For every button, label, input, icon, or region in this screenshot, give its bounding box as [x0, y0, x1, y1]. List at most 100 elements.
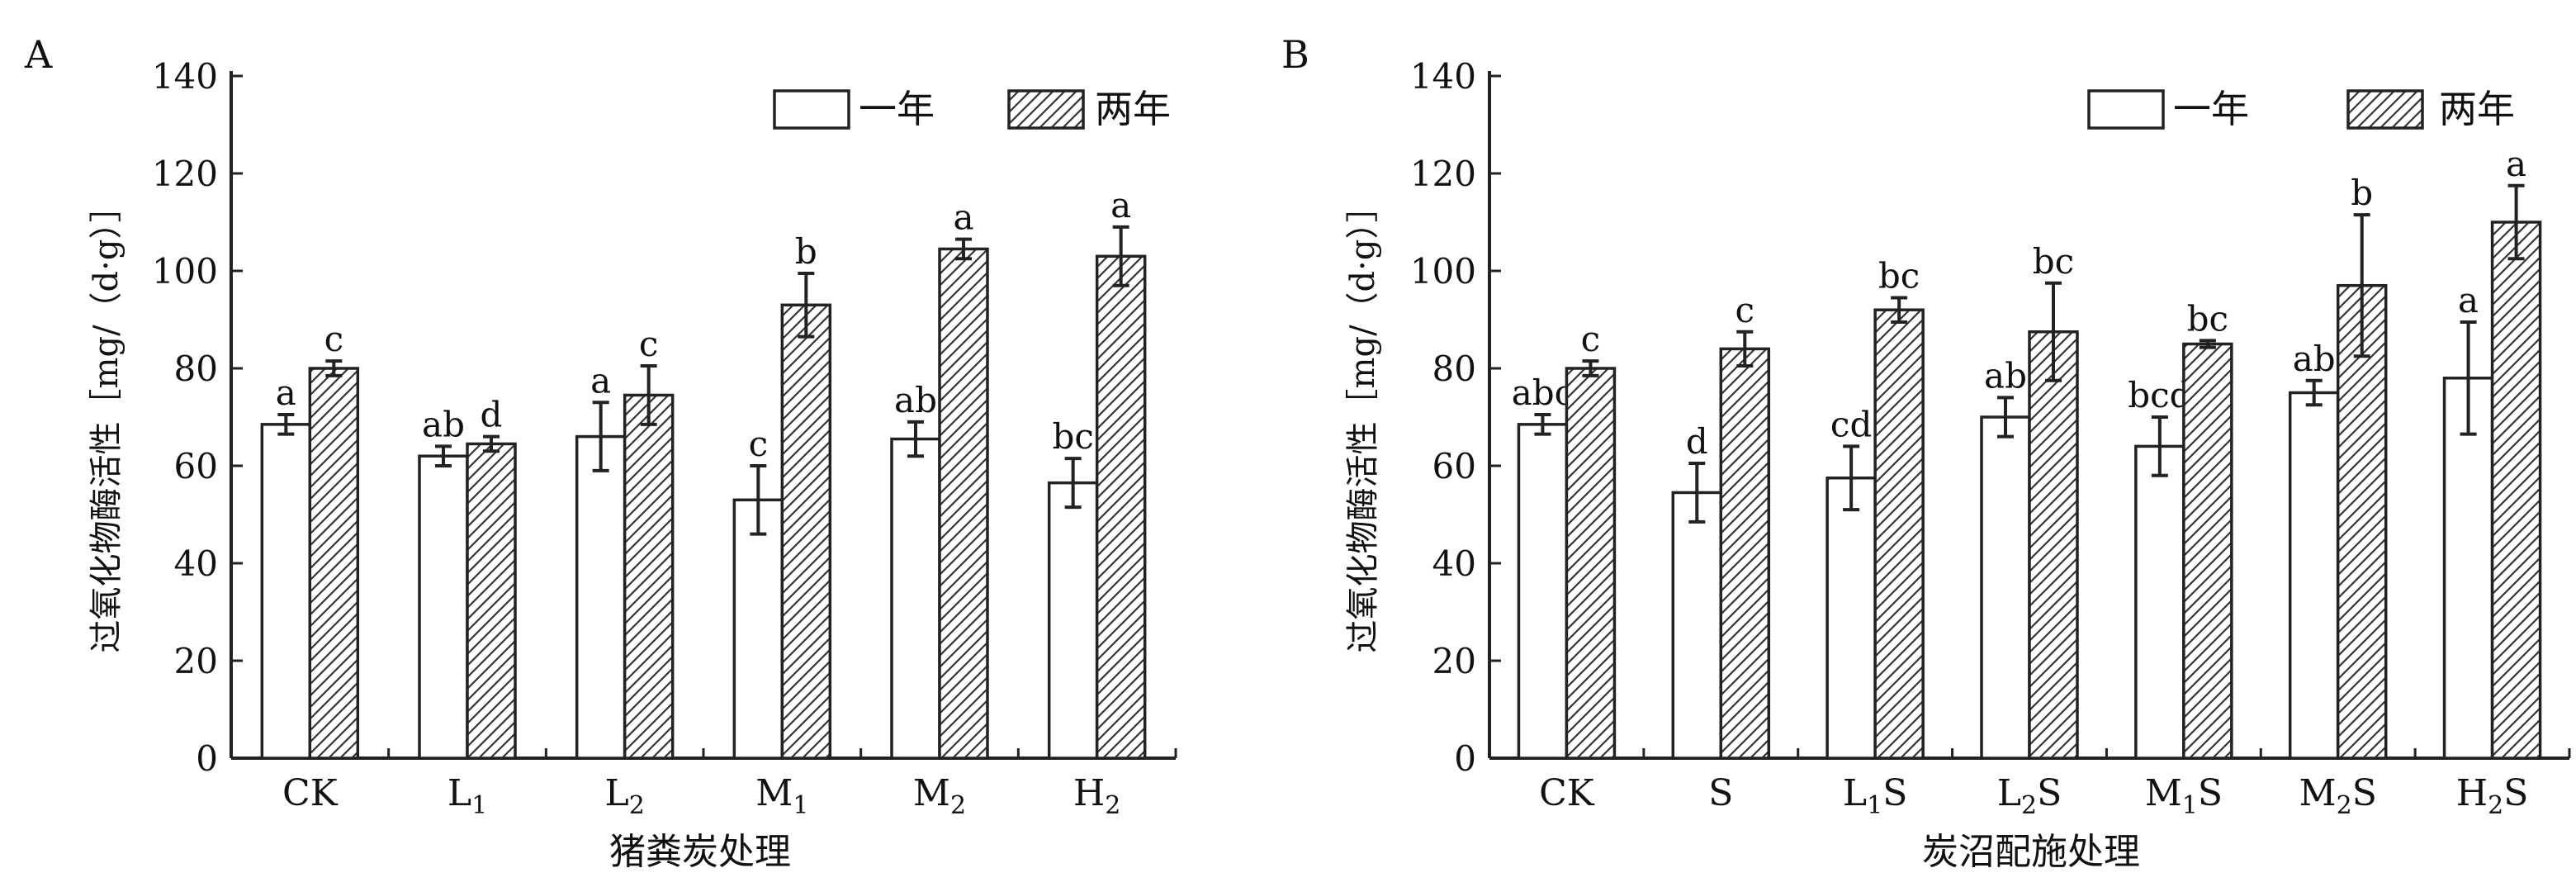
error-bar: [1582, 359, 1599, 377]
significance-label: b: [795, 231, 817, 272]
y-tick-label: 40: [1432, 543, 1476, 584]
significance-label: d: [481, 395, 503, 435]
error-bar: [1736, 330, 1754, 368]
x-tick-label: H2S: [2456, 772, 2529, 820]
significance-label: a: [953, 197, 973, 238]
error-bar: [592, 401, 609, 472]
error-bar: [277, 413, 295, 436]
y-tick-label: 100: [1410, 251, 1476, 292]
significance-label: c: [1735, 290, 1755, 330]
y-tick-label: 40: [174, 543, 218, 584]
significance-label: ab: [2293, 339, 2336, 379]
bar-two-years: [780, 303, 832, 760]
error-bar: [2151, 415, 2168, 477]
y-axis-label: 过氧化物酶活性［mg/（d·g）］: [1344, 190, 1382, 653]
x-axis-label: 炭沼配施处理: [1922, 831, 2140, 873]
error-bar: [2460, 320, 2477, 436]
bar-one-year: [732, 498, 784, 760]
chart-panel-b: B 过氧化物酶活性［mg/（d·g）］ 炭沼配施处理 0 20 40 60 80 100 1…: [1281, 32, 2571, 873]
y-tick-label: 140: [152, 56, 218, 97]
significance-label: c: [749, 424, 769, 464]
error-bar: [1891, 296, 1908, 324]
error-bar: [325, 359, 343, 377]
error-bar: [798, 271, 815, 339]
significance-label: c: [324, 319, 344, 359]
bar-one-year: [1517, 423, 1569, 760]
legend-label-two-years: 两年: [1095, 87, 1171, 131]
bar-two-years: [466, 442, 517, 760]
bar-two-years: [1565, 367, 1617, 760]
y-tick-label: 0: [196, 738, 218, 779]
error-bar: [907, 420, 924, 458]
error-bar: [750, 464, 767, 536]
error-bar: [955, 237, 972, 261]
x-tick-label: CK: [1539, 772, 1595, 814]
y-tick-label: 0: [1454, 738, 1476, 779]
y-tick-label: 20: [1432, 641, 1476, 681]
bar-one-year: [1980, 415, 2031, 760]
x-tick-label: M1: [755, 772, 808, 820]
error-bar: [2199, 339, 2216, 349]
significance-label: d: [1686, 421, 1708, 462]
bar-two-years: [2490, 221, 2542, 760]
error-bar: [2045, 281, 2062, 382]
error-bar: [435, 444, 452, 467]
error-bar: [2305, 378, 2323, 407]
y-tick-label: 120: [1410, 154, 1476, 194]
bar-one-year: [1047, 481, 1099, 760]
significance-label: cd: [1830, 404, 1872, 444]
bar-two-years: [1719, 347, 1771, 760]
legend: 一年 两年: [773, 87, 1171, 131]
x-tick-label: L2: [605, 772, 645, 820]
y-tick-label: 20: [174, 641, 218, 681]
x-tick-label: M1S: [2145, 772, 2223, 820]
bar-one-year: [575, 434, 627, 760]
bar-two-years: [2336, 283, 2388, 760]
significance-label: bc: [1878, 255, 1920, 296]
significance-label: a: [590, 360, 611, 401]
chart-panel-a: A 过氧化物酶活性［mg/（d·g）］ 猪粪炭处理 0 20 40 60 80 100 12…: [24, 32, 1177, 873]
bar-one-year: [2288, 391, 2340, 760]
error-bar: [1064, 457, 1082, 510]
significance-label: b: [2351, 173, 2373, 213]
legend-swatch-two-years: [2346, 89, 2424, 130]
significance-label: bc: [1052, 416, 1093, 457]
y-tick-label: 60: [174, 446, 218, 486]
legend-label-one-year: 一年: [859, 87, 935, 131]
error-bar: [1997, 396, 2014, 439]
bar-one-year: [2442, 377, 2494, 760]
bar-two-years: [1873, 308, 1925, 760]
bar-one-year: [418, 454, 469, 760]
error-bar: [483, 434, 500, 453]
bar-two-years: [1095, 254, 1147, 760]
y-tick-label: 80: [174, 349, 218, 389]
plot-area: 020406080100120140abccCKdcScdbcL1SabbcL2…: [1410, 56, 2571, 820]
bar-two-years: [938, 247, 989, 760]
y-tick-label: 80: [1432, 349, 1476, 389]
x-tick-label: M2S: [2299, 772, 2377, 820]
significance-label: ab: [1984, 355, 2027, 396]
panel-label: A: [24, 32, 53, 77]
y-axis-label: 过氧化物酶活性［mg/（d·g）］: [88, 190, 125, 653]
significance-label: a: [2458, 280, 2479, 320]
x-axis-label: 猪粪炭处理: [609, 831, 791, 873]
error-bar: [1843, 444, 1860, 512]
x-tick-label: M2: [913, 772, 966, 820]
y-tick-label: 60: [1432, 446, 1476, 486]
significance-label: a: [276, 372, 296, 413]
significance-label: bcd: [2128, 375, 2191, 415]
y-tick-label: 100: [152, 251, 218, 292]
bar-two-years: [623, 393, 675, 760]
error-bar: [2353, 213, 2370, 358]
error-bar: [2507, 183, 2525, 261]
error-bar: [640, 364, 657, 426]
bar-one-year: [1671, 491, 1723, 760]
bar-one-year: [1825, 477, 1877, 760]
significance-label: a: [2506, 144, 2526, 184]
significance-label: ab: [894, 380, 937, 420]
bar-one-year: [890, 437, 941, 760]
significance-label: bc: [2187, 298, 2228, 339]
x-tick-label: L2S: [1997, 772, 2062, 820]
